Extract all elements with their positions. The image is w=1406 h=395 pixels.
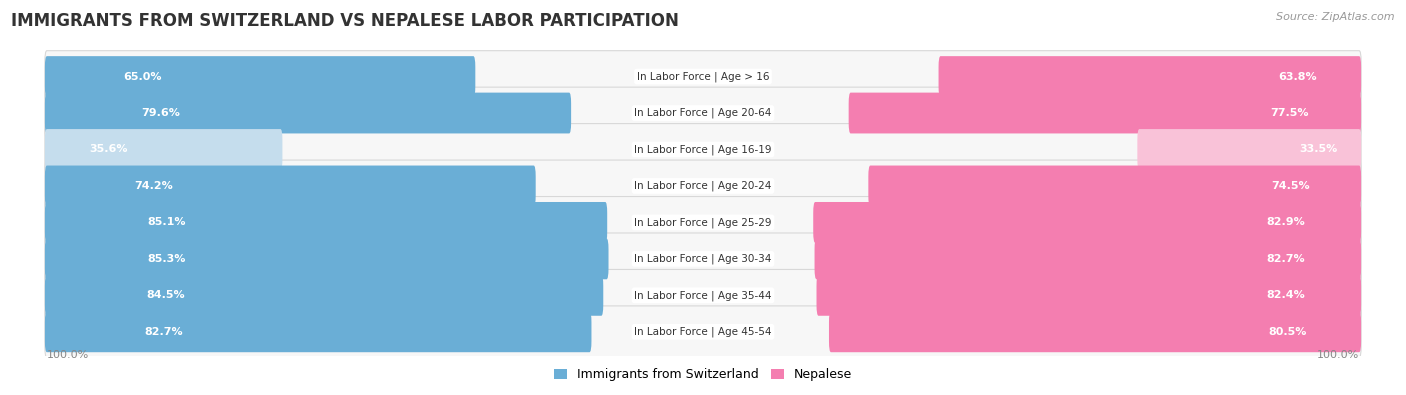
Legend: Immigrants from Switzerland, Nepalese: Immigrants from Switzerland, Nepalese [550,363,856,386]
Text: 82.9%: 82.9% [1265,217,1305,228]
FancyBboxPatch shape [830,311,1361,352]
FancyBboxPatch shape [869,166,1361,206]
Text: 35.6%: 35.6% [89,145,128,154]
Text: 82.7%: 82.7% [145,327,183,337]
Text: In Labor Force | Age 45-54: In Labor Force | Age 45-54 [634,327,772,337]
FancyBboxPatch shape [817,275,1361,316]
FancyBboxPatch shape [45,197,1361,248]
FancyBboxPatch shape [45,51,1361,102]
FancyBboxPatch shape [45,87,1361,139]
Text: In Labor Force | Age 30-34: In Labor Force | Age 30-34 [634,254,772,264]
Text: In Labor Force | Age 20-64: In Labor Force | Age 20-64 [634,108,772,118]
Text: 63.8%: 63.8% [1278,71,1317,82]
FancyBboxPatch shape [45,202,607,243]
Text: In Labor Force | Age 25-29: In Labor Force | Age 25-29 [634,217,772,228]
FancyBboxPatch shape [45,233,1361,285]
FancyBboxPatch shape [1137,129,1361,170]
FancyBboxPatch shape [939,56,1361,97]
FancyBboxPatch shape [814,239,1361,279]
Text: IMMIGRANTS FROM SWITZERLAND VS NEPALESE LABOR PARTICIPATION: IMMIGRANTS FROM SWITZERLAND VS NEPALESE … [11,12,679,30]
Text: In Labor Force | Age 20-24: In Labor Force | Age 20-24 [634,181,772,191]
Text: 80.5%: 80.5% [1268,327,1306,337]
FancyBboxPatch shape [45,306,1361,358]
FancyBboxPatch shape [849,92,1361,134]
Text: 65.0%: 65.0% [124,71,162,82]
Text: 85.1%: 85.1% [148,217,186,228]
Text: 79.6%: 79.6% [141,108,180,118]
Text: 74.5%: 74.5% [1271,181,1310,191]
FancyBboxPatch shape [45,239,609,279]
FancyBboxPatch shape [45,56,475,97]
FancyBboxPatch shape [813,202,1361,243]
FancyBboxPatch shape [45,275,603,316]
FancyBboxPatch shape [45,129,283,170]
Text: 33.5%: 33.5% [1299,145,1337,154]
FancyBboxPatch shape [45,166,536,206]
Text: 100.0%: 100.0% [1317,350,1360,360]
Text: 77.5%: 77.5% [1270,108,1309,118]
Text: In Labor Force | Age 35-44: In Labor Force | Age 35-44 [634,290,772,301]
Text: In Labor Force | Age 16-19: In Labor Force | Age 16-19 [634,144,772,155]
Text: 85.3%: 85.3% [148,254,186,264]
FancyBboxPatch shape [45,92,571,134]
FancyBboxPatch shape [45,269,1361,321]
Text: 82.7%: 82.7% [1267,254,1305,264]
Text: 82.4%: 82.4% [1267,290,1305,300]
Text: 74.2%: 74.2% [135,181,173,191]
FancyBboxPatch shape [45,311,592,352]
FancyBboxPatch shape [45,160,1361,212]
Text: 84.5%: 84.5% [146,290,186,300]
FancyBboxPatch shape [45,124,1361,175]
Text: In Labor Force | Age > 16: In Labor Force | Age > 16 [637,71,769,82]
Text: Source: ZipAtlas.com: Source: ZipAtlas.com [1277,12,1395,22]
Text: 100.0%: 100.0% [46,350,89,360]
